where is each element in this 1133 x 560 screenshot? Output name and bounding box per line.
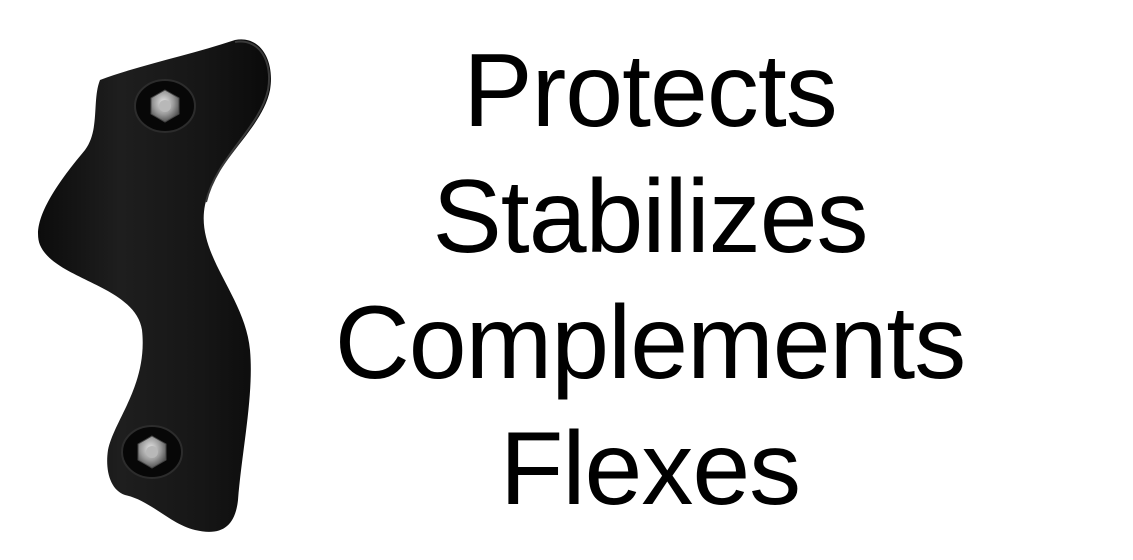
curved-metal-plate bbox=[38, 39, 271, 532]
top-bolt-icon bbox=[134, 79, 196, 133]
feature-word-stabilizes: Stabilizes bbox=[432, 159, 868, 275]
plate-edge-highlight bbox=[205, 40, 270, 203]
feature-word-complements: Complements bbox=[334, 285, 967, 401]
feature-word-protects: Protects bbox=[463, 33, 837, 149]
feature-word-list: Protects Stabilizes Complements Flexes bbox=[290, 28, 1010, 538]
product-image bbox=[38, 39, 271, 532]
bottom-bolt-icon bbox=[121, 425, 183, 479]
feature-word-flexes: Flexes bbox=[499, 411, 801, 527]
